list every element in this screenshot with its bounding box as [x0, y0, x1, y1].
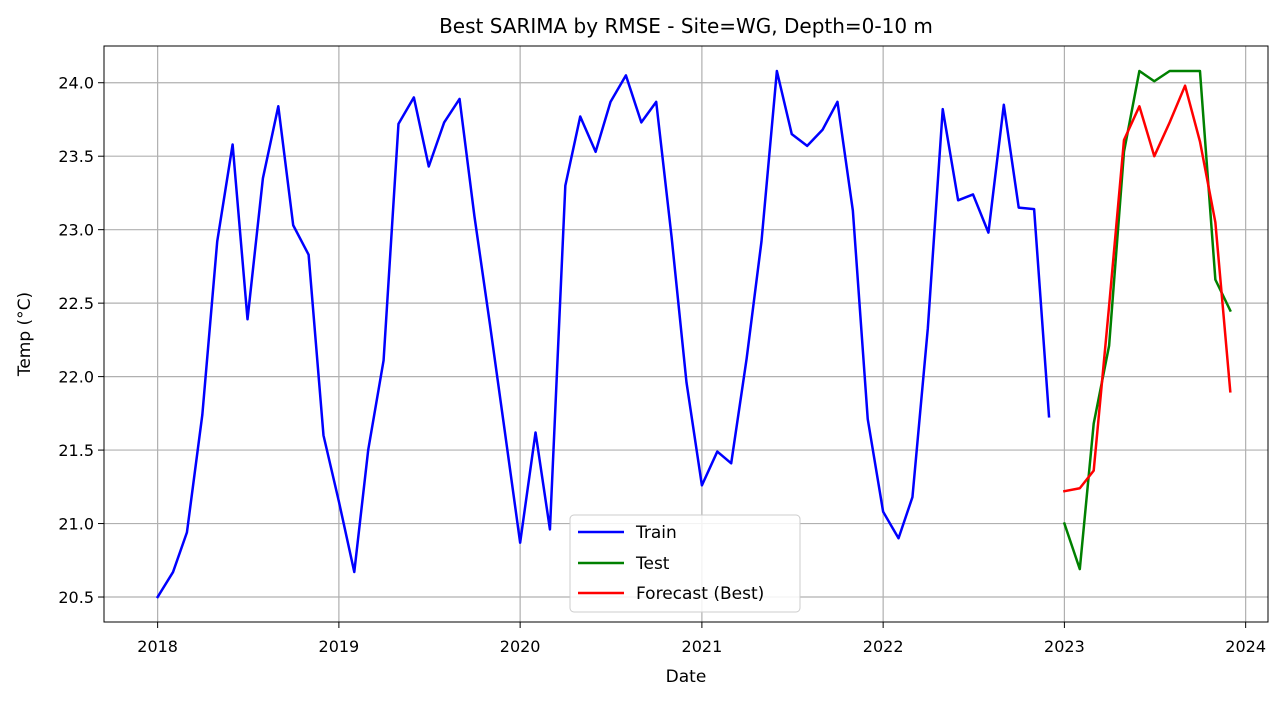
series-line-train	[155, 69, 1051, 599]
y-tick-label: 21.5	[58, 441, 94, 460]
x-tick-label: 2022	[863, 637, 904, 656]
legend-label-forecast: Forecast (Best)	[636, 584, 764, 604]
x-tick-label: 2020	[500, 637, 541, 656]
y-tick-label: 20.5	[58, 588, 94, 607]
series-line-test	[1062, 69, 1232, 571]
y-tick-label: 22.0	[58, 368, 94, 387]
y-axis: 20.5 21.0 21.5 22.0 22.5 23.0 23.5 24.0	[58, 74, 104, 607]
y-tick-label: 23.0	[58, 221, 94, 240]
series-line-forecast	[1062, 84, 1232, 493]
legend-label-train: Train	[635, 523, 677, 543]
x-tick-label: 2024	[1225, 637, 1266, 656]
legend: Train Test Forecast (Best)	[569, 514, 801, 613]
x-axis: 2018 2019 2020 2021 2022 2023 2024	[137, 622, 1266, 656]
plot-frame	[103, 45, 1269, 623]
y-axis-label: Temp (°C)	[15, 292, 35, 377]
y-tick-label: 23.5	[58, 147, 94, 166]
legend-box	[569, 514, 801, 613]
series-layer	[155, 69, 1232, 599]
x-axis-label: Date	[666, 667, 707, 687]
y-tick-label: 22.5	[58, 294, 94, 313]
x-tick-label: 2018	[137, 637, 178, 656]
chart-title: Best SARIMA by RMSE - Site=WG, Depth=0-1…	[439, 14, 933, 38]
y-tick-label: 24.0	[58, 74, 94, 93]
y-tick-label: 21.0	[58, 515, 94, 534]
x-tick-label: 2023	[1044, 637, 1085, 656]
x-tick-label: 2019	[319, 637, 360, 656]
x-tick-label: 2021	[682, 637, 723, 656]
legend-label-test: Test	[635, 554, 670, 574]
